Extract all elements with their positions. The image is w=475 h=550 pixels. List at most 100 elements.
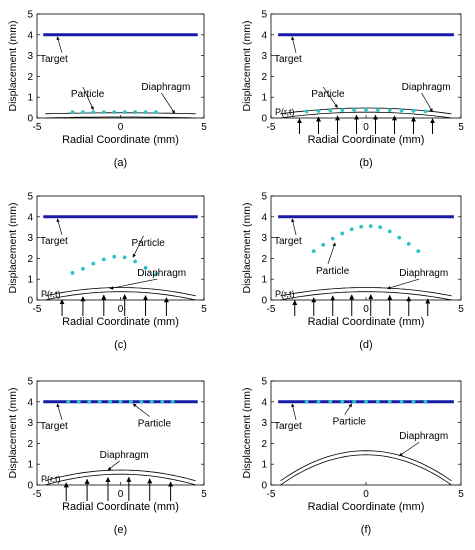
- x-axis-label: Radial Coordinate (mm): [308, 134, 425, 146]
- y-tick-label: 3: [261, 233, 267, 244]
- particle-point: [375, 399, 380, 404]
- particle-point: [328, 108, 333, 113]
- particle-point: [81, 266, 85, 271]
- particle-point: [387, 229, 392, 234]
- particle-point: [399, 399, 404, 404]
- particle-point: [423, 109, 428, 114]
- particle-label: Particle: [316, 266, 350, 277]
- particle-point: [81, 110, 85, 115]
- y-tick-label: 3: [27, 233, 33, 244]
- particle-point: [70, 271, 75, 275]
- y-axis-label: Displacement (mm): [241, 387, 253, 478]
- y-tick-label: 2: [261, 439, 267, 450]
- pressure-label: P(r,t): [275, 289, 295, 299]
- y-tick-label: 1: [27, 93, 33, 104]
- axes-frame: [270, 13, 462, 119]
- y-tick-label: 3: [27, 51, 33, 62]
- y-tick-label: 1: [261, 460, 267, 471]
- particle-point: [321, 242, 326, 247]
- y-tick-label: 0: [261, 114, 267, 125]
- y-tick-label: 5: [261, 10, 267, 21]
- x-tick-label: 5: [201, 122, 207, 133]
- x-tick-label: 0: [363, 122, 369, 133]
- particle-point: [87, 399, 92, 404]
- panel-label: (f): [361, 524, 371, 536]
- target-pointer: [56, 36, 63, 53]
- particle-point: [375, 107, 380, 112]
- y-tick-label: 0: [261, 481, 267, 492]
- diaphragm-label: Diaphragm: [399, 268, 448, 279]
- particle-pointer: [322, 86, 338, 108]
- panel-label: (a): [114, 157, 127, 169]
- x-tick-label: -5: [33, 489, 42, 500]
- x-tick-label: 0: [118, 304, 124, 315]
- y-tick-label: 5: [261, 377, 267, 388]
- y-tick-label: 2: [27, 254, 33, 265]
- x-tick-label: 0: [118, 489, 124, 500]
- particle-pointer: [132, 403, 150, 417]
- axes-frame: [36, 195, 205, 301]
- particle-point: [328, 399, 333, 404]
- particle-label: Particle: [333, 417, 367, 428]
- particle-point: [349, 227, 354, 232]
- particle-point: [154, 272, 158, 276]
- particle-point: [97, 399, 102, 404]
- y-tick-label: 4: [27, 30, 33, 41]
- x-axis-label: Radial Coordinate (mm): [62, 316, 179, 328]
- x-tick-label: 0: [363, 489, 369, 500]
- particle-point: [340, 108, 345, 112]
- y-tick-label: 1: [27, 275, 33, 286]
- x-tick-label: -5: [267, 489, 276, 500]
- diaphragm-upper: [280, 450, 452, 482]
- particle-point: [122, 255, 127, 260]
- diaphragm-pointer: [109, 278, 158, 290]
- diaphragm-upper: [280, 287, 452, 297]
- target-pointer: [291, 403, 297, 420]
- particle-point: [129, 399, 133, 404]
- y-tick-label: 5: [27, 10, 33, 21]
- diaphragm-lower: [45, 291, 196, 301]
- target-label: Target: [40, 236, 68, 247]
- particle-point: [133, 110, 138, 115]
- particle-point: [112, 110, 117, 115]
- particle-point: [340, 399, 345, 404]
- y-tick-label: 2: [261, 72, 267, 83]
- y-tick-label: 3: [261, 51, 267, 62]
- particle-point: [154, 110, 158, 115]
- y-axis-label: Displacement (mm): [7, 387, 19, 478]
- y-tick-label: 4: [27, 397, 33, 408]
- particle-point: [368, 224, 373, 229]
- particle-point: [359, 224, 364, 229]
- y-tick-label: 0: [27, 114, 33, 125]
- particle-point: [330, 236, 335, 241]
- diaphragm-label: Diaphragm: [141, 82, 190, 93]
- diaphragm-label: Diaphragm: [100, 450, 149, 461]
- particle-point: [112, 254, 117, 259]
- y-tick-label: 2: [27, 439, 33, 450]
- x-axis-label: Radial Coordinate (mm): [308, 316, 425, 328]
- particle-point: [170, 399, 175, 404]
- y-axis-label: Displacement (mm): [241, 202, 253, 293]
- diaphragm-upper: [45, 287, 196, 297]
- y-tick-label: 5: [261, 192, 267, 203]
- axes-frame: [36, 13, 205, 119]
- particle-point: [411, 109, 416, 113]
- particle-point: [122, 110, 127, 115]
- particle-point: [143, 265, 148, 270]
- particle-point: [108, 399, 112, 404]
- target-label: Target: [274, 421, 302, 432]
- particle-point: [66, 399, 71, 404]
- x-tick-label: 0: [118, 122, 124, 133]
- y-tick-label: 3: [27, 418, 33, 429]
- x-tick-label: -5: [267, 122, 276, 133]
- particle-point: [76, 399, 81, 404]
- particle-point: [311, 249, 316, 254]
- particle-point: [399, 108, 404, 113]
- y-tick-label: 1: [261, 275, 267, 286]
- particle-point: [364, 107, 368, 112]
- particle-pointer: [82, 86, 94, 110]
- diaphragm-pointer: [107, 460, 120, 471]
- x-tick-label: -5: [33, 304, 42, 315]
- diaphragm-label: Diaphragm: [402, 82, 451, 93]
